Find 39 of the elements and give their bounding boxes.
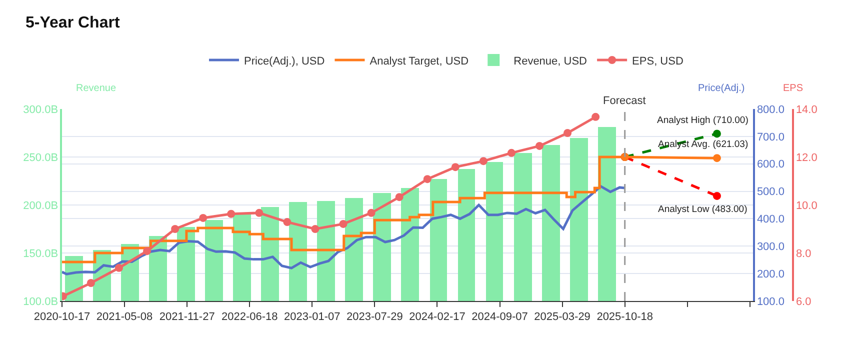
x-tick-label: 2023-07-29 xyxy=(346,311,403,324)
y-tick-label: 800.0 xyxy=(756,104,784,116)
y3-tick-label: 14.0 xyxy=(796,104,818,116)
y3-tick-label: 10.0 xyxy=(796,200,818,212)
x-tick-label: 2024-09-07 xyxy=(472,311,528,324)
annotation: Analyst High (710.00) xyxy=(657,115,748,126)
x-tick-label: 2025-10-18 xyxy=(596,311,653,324)
legend-label: Price(Adj.), USD xyxy=(244,55,325,68)
ref-line-label: Forecast xyxy=(603,95,646,107)
y3-tick-label: 8.0 xyxy=(796,248,812,260)
y-tick-label: 300.0 xyxy=(756,240,784,253)
y-tick-label: 200.0 xyxy=(756,268,784,280)
y2-axis-title: Revenue xyxy=(76,83,116,94)
y-tick-label: 500.0 xyxy=(756,186,784,198)
y3-tick-label: 12.0 xyxy=(796,152,818,164)
x-tick-label: 2025-03-29 xyxy=(534,311,590,324)
x-tick-label: 2020-10-17 xyxy=(34,311,90,324)
chart-title: 5-Year Chart xyxy=(26,14,120,32)
x-tick-label: 2023-01-07 xyxy=(284,311,340,324)
x-tick-label: 2022-06-18 xyxy=(221,311,278,324)
legend-label: Revenue, USD xyxy=(514,55,588,68)
y2-tick-label: 150.0B xyxy=(23,248,58,260)
annotation: Analyst Low (483.00) xyxy=(658,204,748,215)
y-tick-label: 700.0 xyxy=(756,131,784,144)
legend-label: EPS, USD xyxy=(632,55,684,68)
y3-tick-label: 6.0 xyxy=(796,296,812,308)
y-tick-label: 600.0 xyxy=(756,158,784,171)
y3-axis-title: EPS xyxy=(783,83,804,94)
x-tick-label: 2024-02-17 xyxy=(409,311,466,324)
y2-tick-label: 200.0B xyxy=(23,200,58,212)
legend-label: Analyst Target, USD xyxy=(370,55,469,68)
y-tick-label: 100.0 xyxy=(756,296,784,308)
y-tick-label: 400.0 xyxy=(756,214,784,226)
x-tick-label: 2021-05-08 xyxy=(96,311,153,324)
x-tick-label: 2021-11-27 xyxy=(159,311,215,324)
y2-tick-label: 300.0B xyxy=(23,104,58,116)
y2-tick-label: 250.0B xyxy=(23,152,58,164)
y2-tick-label: 100.0B xyxy=(23,296,58,308)
y-axis-title: Price(Adj.) xyxy=(698,83,745,94)
